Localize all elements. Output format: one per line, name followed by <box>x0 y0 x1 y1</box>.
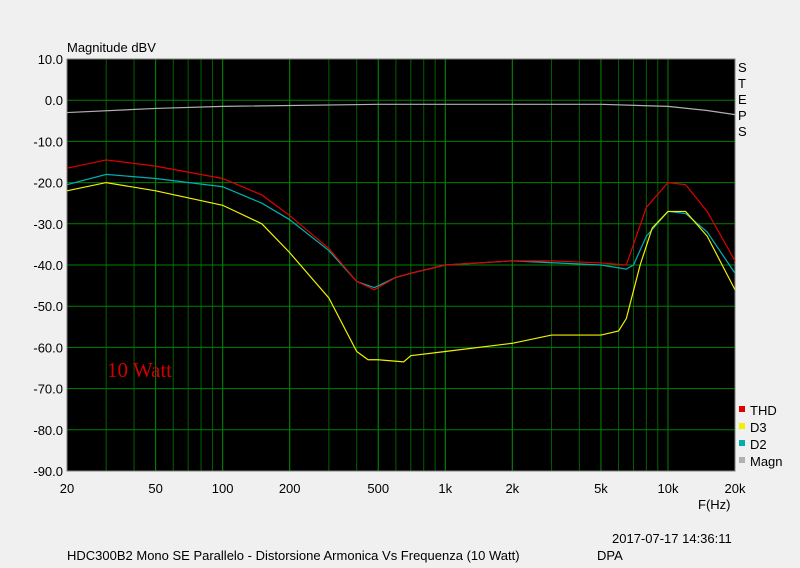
y-tick-label: -90.0 <box>33 464 63 479</box>
x-tick-label: 20 <box>60 481 74 496</box>
x-tick-label: 2k <box>505 481 519 496</box>
series-line <box>66 103 736 116</box>
x-tick-label: 1k <box>438 481 452 496</box>
x-tick-label: 20k <box>725 481 746 496</box>
footer-right: DPA <box>597 548 623 563</box>
legend-label: THD <box>750 403 777 418</box>
x-tick-label: 200 <box>279 481 301 496</box>
y-tick-label: -20.0 <box>33 176 63 191</box>
legend-label: Magn <box>750 454 783 469</box>
side-label: STEPS <box>738 60 747 139</box>
series-line <box>66 181 736 363</box>
y-tick-label: 10.0 <box>38 52 63 67</box>
legend-swatch <box>739 440 745 446</box>
legend-swatch <box>739 423 745 429</box>
legend-swatch <box>739 406 745 412</box>
y-tick-label: -50.0 <box>33 299 63 314</box>
x-tick-label: 100 <box>212 481 234 496</box>
y-tick-label: -80.0 <box>33 423 63 438</box>
y-tick-label: -30.0 <box>33 217 63 232</box>
legend-swatch <box>739 457 745 463</box>
plot-border <box>66 58 736 472</box>
y-tick-label: -40.0 <box>33 258 63 273</box>
y-tick-label: 0.0 <box>45 93 63 108</box>
annotation: 10 Watt <box>107 358 172 382</box>
y-tick-label: -70.0 <box>33 382 63 397</box>
x-tick-label: 500 <box>367 481 389 496</box>
x-tick-label: 50 <box>148 481 162 496</box>
y-tick-label: -60.0 <box>33 340 63 355</box>
legend-label: D2 <box>750 437 767 452</box>
timestamp: 2017-07-17 14:36:11 <box>612 531 732 546</box>
x-axis-label: F(Hz) <box>698 497 731 512</box>
footer-title: HDC300B2 Mono SE Parallelo - Distorsione… <box>67 548 520 563</box>
legend-label: D3 <box>750 420 767 435</box>
series-line <box>66 159 736 291</box>
y-axis-label: Magnitude dBV <box>67 40 156 55</box>
x-tick-label: 10k <box>657 481 678 496</box>
x-tick-label: 5k <box>594 481 608 496</box>
y-tick-label: -10.0 <box>33 134 63 149</box>
